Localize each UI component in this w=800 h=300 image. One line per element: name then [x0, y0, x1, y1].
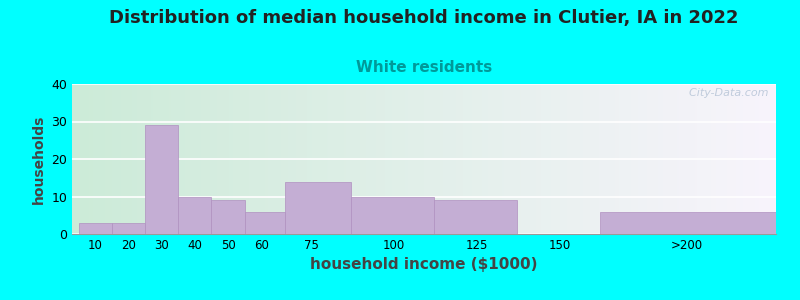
Bar — [78, 223, 112, 234]
Text: City-Data.com: City-Data.com — [682, 88, 769, 98]
Bar — [434, 200, 517, 234]
Bar — [285, 182, 351, 234]
Bar — [112, 223, 145, 234]
Bar — [351, 196, 434, 234]
Bar — [178, 196, 211, 234]
Bar — [145, 125, 178, 234]
X-axis label: household income ($1000): household income ($1000) — [310, 257, 538, 272]
Text: Distribution of median household income in Clutier, IA in 2022: Distribution of median household income … — [110, 9, 738, 27]
Text: White residents: White residents — [356, 60, 492, 75]
Bar — [245, 212, 285, 234]
Bar — [600, 212, 776, 234]
Bar — [211, 200, 245, 234]
Y-axis label: households: households — [32, 114, 46, 204]
